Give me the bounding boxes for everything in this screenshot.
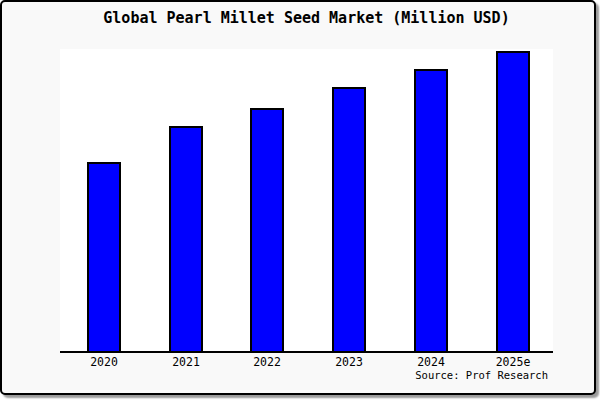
bar-2021: [169, 126, 203, 351]
x-axis-labels: 2020 2021 2022 2023 2024 2025e: [60, 356, 553, 370]
x-axis-label-2020: 2020: [90, 356, 118, 369]
bar-2025e: [496, 51, 530, 351]
x-axis-label-2022: 2022: [253, 356, 281, 369]
bar-2022: [250, 108, 284, 351]
source-label: Source: Prof Research: [415, 369, 548, 382]
bar-2023: [332, 87, 366, 351]
x-axis-label-2023: 2023: [335, 356, 363, 369]
chart-card: Global Pearl Millet Seed Market (Million…: [0, 0, 596, 395]
chart-title: Global Pearl Millet Seed Market (Million…: [60, 10, 553, 26]
bar-2020: [87, 162, 121, 351]
bars-layer: [60, 49, 553, 351]
plot-area: [60, 49, 553, 353]
x-axis-label-2021: 2021: [172, 356, 200, 369]
x-axis-label-2024: 2024: [417, 356, 445, 369]
bar-2024: [414, 69, 448, 351]
x-axis-label-2025e: 2025e: [496, 356, 531, 369]
